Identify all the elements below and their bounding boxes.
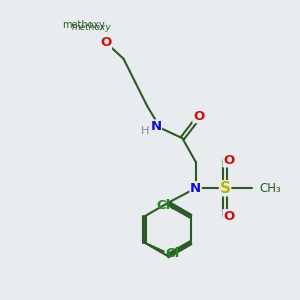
Text: Cl: Cl (165, 247, 179, 260)
Text: S: S (220, 181, 231, 196)
Text: Cl: Cl (156, 200, 170, 212)
Text: N: N (150, 120, 161, 133)
Text: H: H (141, 126, 149, 136)
Text: methoxy: methoxy (62, 20, 105, 30)
Text: CH₃: CH₃ (259, 182, 281, 195)
Text: O: O (193, 110, 204, 123)
Text: O: O (100, 36, 112, 49)
Text: methoxy: methoxy (71, 23, 111, 32)
Text: O: O (223, 210, 234, 223)
Text: O: O (223, 154, 234, 167)
Text: N: N (190, 182, 201, 195)
